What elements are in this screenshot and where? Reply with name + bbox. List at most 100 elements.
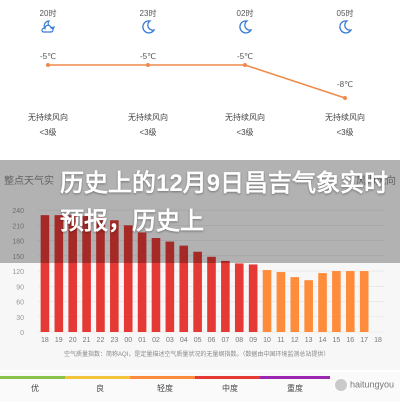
x-tick-label: 18 (374, 337, 382, 344)
aqi-bar (332, 271, 341, 332)
forecast-time: 05时 (336, 9, 354, 18)
aqi-bar (82, 216, 91, 332)
watermark-text: haitungyou (349, 379, 394, 390)
forecast-wind-direction: 无持续风向 (325, 113, 365, 122)
legend-swatch-light (130, 376, 200, 379)
aqi-bar (248, 264, 258, 332)
legend-swatch-excellent (0, 376, 70, 379)
forecast-wind-direction: 无持续风向 (225, 113, 265, 122)
aqi-header-left: 整点天气实 (4, 176, 54, 187)
x-tick-label: 03 (166, 337, 174, 344)
aqi-bar (137, 232, 147, 332)
aqi-note: 空气质量指数：简称AQI，是定量描述空气质量状况的无量纲指数。（数据由中国环境监… (64, 352, 330, 358)
x-tick-label: 05 (194, 337, 202, 344)
y-tick-label: 0 (20, 330, 24, 337)
forecast-wind-level: <3级 (336, 128, 354, 137)
x-tick-label: 22 (97, 337, 105, 344)
aqi-bar (165, 241, 175, 332)
watermark: haitungyou (334, 379, 394, 391)
legend-label: 良 (96, 384, 104, 393)
moon-icon (339, 20, 353, 34)
aqi-bar (318, 273, 327, 332)
aqi-bar (151, 238, 161, 332)
forecast-temp: -5℃ (236, 52, 254, 61)
x-tick-label: 15 (333, 337, 341, 344)
x-tick-label: 20 (69, 337, 77, 344)
x-tick-label: 16 (346, 337, 354, 344)
x-tick-label: 09 (249, 337, 257, 344)
x-tick-label: 17 (360, 337, 368, 344)
forecast-temp: -8℃ (336, 80, 354, 89)
forecast-wind-level: <3级 (236, 128, 254, 137)
temp-segment-3 (244, 64, 346, 99)
temp-point-3 (243, 63, 247, 67)
legend-swatch-moderate (195, 376, 265, 379)
x-tick-label: 07 (221, 337, 229, 344)
x-tick-label: 01 (138, 337, 146, 344)
forecast-time: 20时 (39, 9, 57, 18)
temperature-line (46, 63, 347, 100)
x-tick-label: 19 (55, 337, 63, 344)
y-tick-label: 150 (12, 254, 24, 261)
x-tick-label: 00 (124, 337, 132, 344)
x-tick-label: 18 (41, 337, 49, 344)
aqi-bar (234, 263, 244, 332)
y-tick-label: 240 (12, 208, 24, 215)
forecast-wind-level: <3级 (139, 128, 157, 137)
legend-swatch-heavy (260, 376, 330, 379)
temp-point-1 (46, 63, 50, 67)
legend-label: 优 (31, 384, 39, 393)
forecast-temp: -5℃ (39, 52, 57, 61)
aqi-bar (345, 271, 355, 332)
aqi-bar (96, 217, 105, 332)
legend-swatch-good (65, 376, 135, 379)
legend-label: 轻度 (157, 384, 173, 393)
aqi-bar (359, 271, 369, 332)
aqi-bar (54, 215, 64, 332)
aqi-bar (110, 220, 119, 332)
y-tick-label: 180 (12, 239, 24, 246)
x-tick-label: 23 (110, 337, 118, 344)
chat-logo-icon (334, 379, 347, 391)
x-tick-label: 12 (291, 337, 299, 344)
aqi-bar (40, 215, 50, 332)
legend-label: 中度 (222, 384, 238, 393)
x-tick-label: 11 (277, 337, 284, 344)
y-tick-label: 60 (16, 300, 24, 307)
moon-icon (142, 20, 156, 34)
legend-label: 重度 (287, 384, 303, 393)
cloudy-night-icon (41, 20, 55, 33)
aqi-bar (221, 260, 230, 332)
y-tick-label: 210 (12, 223, 24, 230)
aqi-bar (304, 280, 313, 332)
temp-point-2 (146, 63, 150, 67)
aqi-bar (68, 215, 78, 332)
x-tick-label: 06 (208, 337, 216, 344)
aqi-bar (262, 270, 272, 332)
forecast-wind-direction: 无持续风向 (28, 113, 68, 122)
x-tick-label: 14 (319, 337, 327, 344)
aqi-bar (207, 256, 216, 332)
x-tick-label: 10 (263, 337, 271, 344)
forecast-wind-level: <3级 (39, 128, 57, 137)
aqi-bar (179, 245, 189, 332)
y-tick-label: 120 (12, 269, 24, 276)
x-tick-label: 04 (180, 337, 188, 344)
forecast-strip: 20时 -5℃ 无持续风向 <3级 23时 -5℃ 无持续风向 <3级 02时 … (0, 0, 400, 160)
aqi-bar (123, 225, 133, 332)
x-tick-label: 21 (83, 337, 91, 344)
y-tick-label: 90 (16, 284, 24, 291)
moon-icon (239, 20, 253, 34)
forecast-time: 02时 (236, 9, 254, 18)
x-tick-label: 08 (235, 337, 243, 344)
temp-point-4 (343, 96, 347, 100)
forecast-time: 23时 (139, 9, 157, 18)
aqi-bar (290, 277, 300, 332)
article-headline: 历史上的12月9日昌吉气象实时预报，历史上 (60, 170, 389, 235)
x-tick-label: 02 (152, 337, 160, 344)
y-tick-label: 30 (16, 315, 24, 322)
aqi-header-right: 风力风向 (356, 176, 396, 187)
forecast-temp: -5℃ (139, 52, 157, 61)
aqi-bar (193, 251, 202, 332)
